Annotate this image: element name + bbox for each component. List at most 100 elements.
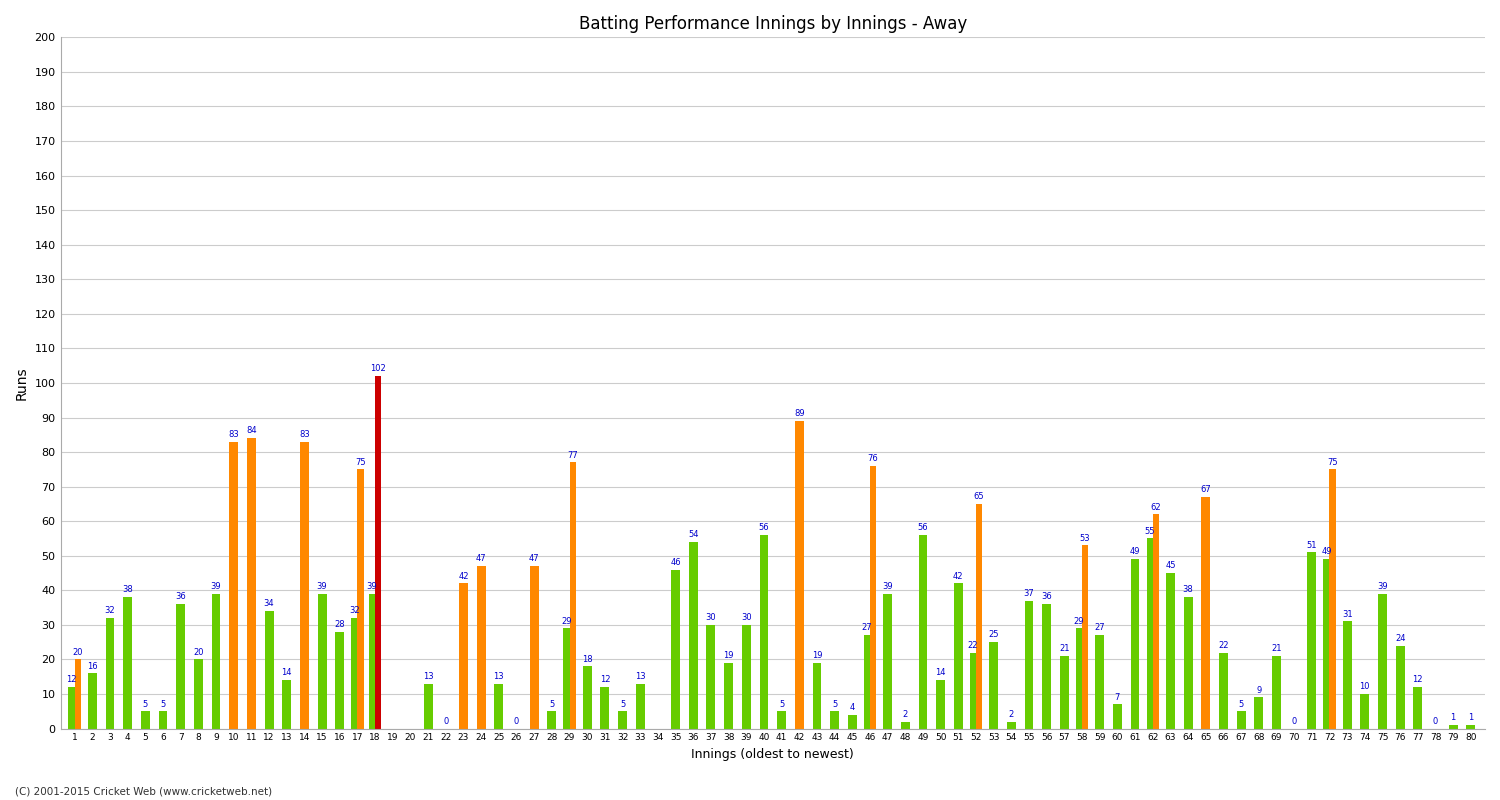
Text: (C) 2001-2015 Cricket Web (www.cricketweb.net): (C) 2001-2015 Cricket Web (www.cricketwe…	[15, 786, 272, 796]
Bar	[1082, 546, 1088, 729]
Text: 76: 76	[867, 454, 879, 463]
Text: 36: 36	[176, 592, 186, 602]
Text: 13: 13	[634, 672, 645, 681]
Bar	[688, 542, 698, 729]
Bar	[194, 659, 202, 729]
Bar	[847, 714, 856, 729]
Text: 14: 14	[936, 669, 946, 678]
Text: 38: 38	[1182, 586, 1194, 594]
Bar	[211, 594, 220, 729]
Bar	[1467, 725, 1476, 729]
Bar	[864, 635, 870, 729]
Text: 16: 16	[87, 662, 98, 670]
Text: 14: 14	[282, 669, 292, 678]
Text: 49: 49	[1322, 547, 1332, 557]
Bar	[1378, 594, 1388, 729]
Bar	[954, 583, 963, 729]
Text: 83: 83	[228, 430, 238, 439]
Text: 5: 5	[1239, 699, 1244, 709]
Text: 54: 54	[688, 530, 699, 539]
Bar	[918, 535, 927, 729]
Bar	[970, 653, 976, 729]
Bar	[1220, 653, 1228, 729]
Text: 13: 13	[423, 672, 433, 681]
Text: 31: 31	[1342, 610, 1353, 618]
Bar	[1095, 635, 1104, 729]
Bar	[1449, 725, 1458, 729]
Bar	[1166, 573, 1174, 729]
Bar	[759, 535, 768, 729]
Y-axis label: Runs: Runs	[15, 366, 28, 400]
Bar	[706, 625, 716, 729]
Bar	[1413, 687, 1422, 729]
Bar	[990, 642, 998, 729]
Text: 47: 47	[476, 554, 486, 563]
Text: 36: 36	[1041, 592, 1052, 602]
Text: 20: 20	[194, 648, 204, 657]
Text: 0: 0	[1292, 717, 1298, 726]
Text: 20: 20	[72, 648, 82, 657]
Text: 42: 42	[952, 572, 963, 581]
Text: 102: 102	[370, 364, 386, 374]
Text: 32: 32	[105, 606, 116, 615]
Text: 83: 83	[298, 430, 310, 439]
Bar	[495, 684, 504, 729]
Bar	[159, 711, 168, 729]
Text: 46: 46	[670, 558, 681, 567]
Bar	[318, 594, 327, 729]
Text: 12: 12	[1413, 675, 1424, 684]
Bar	[1007, 722, 1016, 729]
Text: 5: 5	[142, 699, 148, 709]
Text: 0: 0	[442, 717, 448, 726]
Text: 24: 24	[1395, 634, 1406, 643]
Bar	[336, 632, 344, 729]
Bar	[1254, 698, 1263, 729]
Text: 75: 75	[356, 458, 366, 466]
Text: 22: 22	[968, 641, 978, 650]
Bar	[477, 566, 486, 729]
Text: 27: 27	[861, 623, 871, 633]
Text: 0: 0	[514, 717, 519, 726]
Text: 2: 2	[903, 710, 908, 719]
Bar	[351, 618, 357, 729]
Text: 12: 12	[66, 675, 76, 684]
Text: 53: 53	[1080, 534, 1090, 542]
Text: 32: 32	[350, 606, 360, 615]
Text: 2: 2	[1008, 710, 1014, 719]
Bar	[813, 663, 822, 729]
Text: 56: 56	[918, 523, 928, 532]
Text: 30: 30	[705, 613, 716, 622]
Text: 67: 67	[1200, 486, 1210, 494]
Text: 13: 13	[494, 672, 504, 681]
Text: 39: 39	[882, 582, 892, 591]
Bar	[1152, 514, 1160, 729]
Bar	[375, 376, 381, 729]
Text: 0: 0	[1432, 717, 1438, 726]
Bar	[69, 687, 75, 729]
Bar	[548, 711, 556, 729]
Bar	[369, 594, 375, 729]
Text: 5: 5	[160, 699, 165, 709]
Bar	[248, 438, 256, 729]
Text: 5: 5	[778, 699, 784, 709]
Text: 19: 19	[812, 651, 822, 660]
Bar	[777, 711, 786, 729]
Text: 84: 84	[246, 426, 256, 435]
Text: 1: 1	[1468, 714, 1473, 722]
Bar	[936, 680, 945, 729]
Bar	[1131, 559, 1140, 729]
Text: 56: 56	[759, 523, 770, 532]
Text: 39: 39	[316, 582, 327, 591]
Text: 25: 25	[988, 630, 999, 639]
Text: 77: 77	[567, 450, 578, 460]
Bar	[1042, 604, 1052, 729]
Bar	[584, 666, 591, 729]
Bar	[636, 684, 645, 729]
Bar	[724, 663, 734, 729]
Text: 27: 27	[1095, 623, 1106, 633]
Bar	[742, 625, 750, 729]
Text: 7: 7	[1114, 693, 1120, 702]
Bar	[177, 604, 184, 729]
Text: 18: 18	[582, 654, 592, 664]
Text: 42: 42	[458, 572, 468, 581]
